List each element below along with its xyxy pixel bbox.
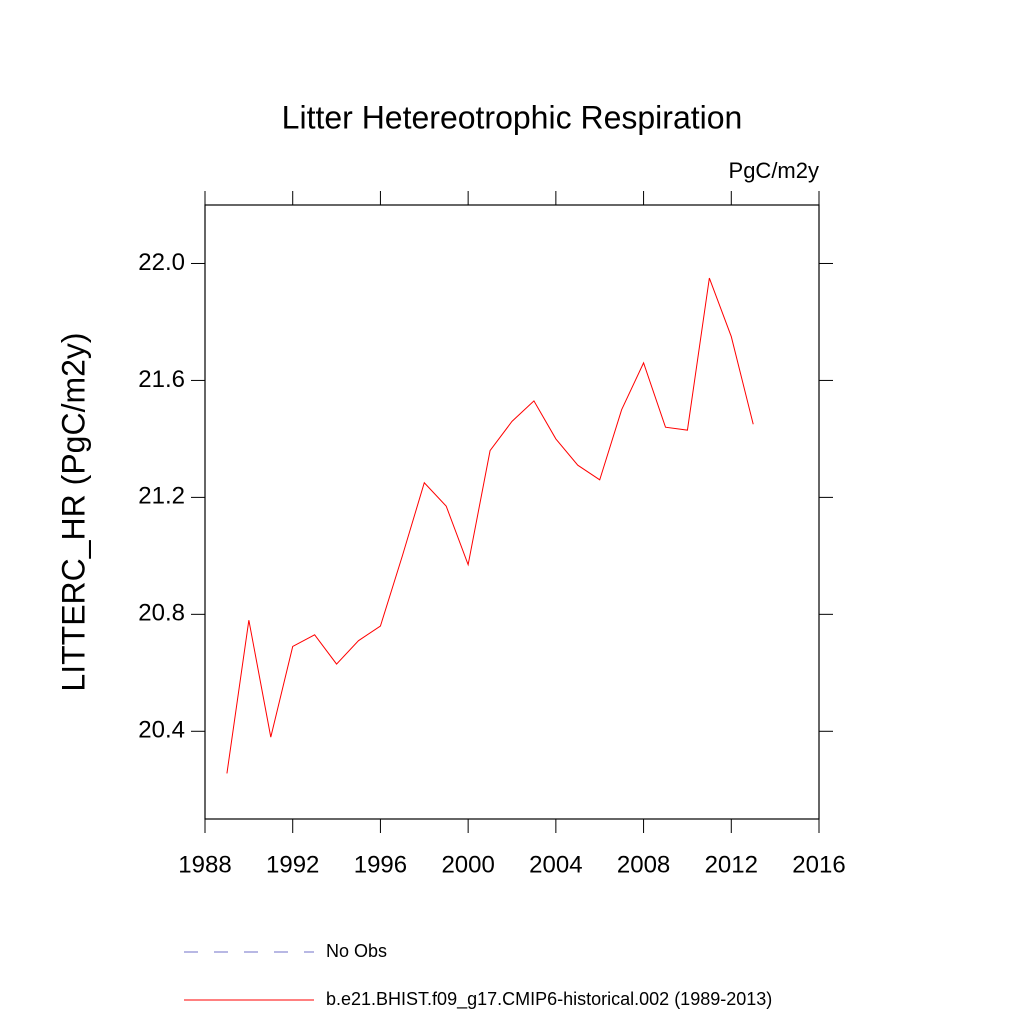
chart-title: Litter Hetereotrophic Respiration	[282, 99, 743, 135]
y-tick-label: 20.8	[138, 600, 185, 627]
y-tick-label: 20.4	[138, 717, 185, 744]
y-tick-label: 22.0	[138, 249, 185, 276]
y-tick-label: 21.6	[138, 366, 185, 393]
units-label: PgC/m2y	[729, 158, 819, 183]
data-line	[226, 277, 754, 774]
x-tick-label: 2004	[529, 851, 582, 878]
legend-label: b.e21.BHIST.f09_g17.CMIP6-historical.002…	[326, 989, 772, 1010]
x-tick-label: 2000	[441, 851, 494, 878]
x-tick-label: 2016	[792, 851, 845, 878]
legend-label: No Obs	[326, 941, 387, 961]
plot-frame	[204, 204, 820, 820]
x-tick-label: 1996	[354, 851, 407, 878]
x-tick-label: 2008	[617, 851, 670, 878]
y-tick-label: 21.2	[138, 483, 185, 510]
x-tick-label: 2012	[705, 851, 758, 878]
x-tick-label: 1988	[178, 851, 231, 878]
y-axis-label: LITTERC_HR (PgC/m2y)	[55, 332, 91, 691]
x-tick-label: 1992	[266, 851, 319, 878]
